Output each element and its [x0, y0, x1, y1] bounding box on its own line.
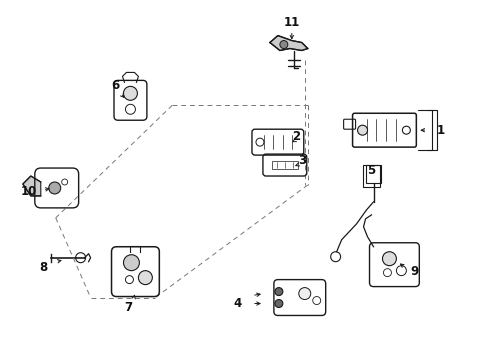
Text: 9: 9: [410, 265, 418, 278]
Text: 8: 8: [40, 261, 48, 274]
Text: 7: 7: [124, 301, 132, 314]
Circle shape: [49, 182, 61, 194]
Circle shape: [123, 86, 137, 100]
Circle shape: [275, 288, 283, 296]
Text: 2: 2: [292, 130, 300, 143]
Bar: [272, 161, 298, 169]
Text: 3: 3: [298, 154, 306, 167]
Text: 4: 4: [234, 297, 242, 310]
Text: 1: 1: [437, 124, 445, 137]
Circle shape: [299, 288, 311, 300]
Circle shape: [275, 300, 283, 307]
Polygon shape: [23, 176, 41, 196]
Text: 10: 10: [21, 185, 37, 198]
Text: 6: 6: [111, 79, 120, 92]
Polygon shape: [270, 36, 308, 50]
Circle shape: [138, 271, 152, 285]
Circle shape: [383, 252, 396, 266]
Circle shape: [280, 41, 288, 49]
Bar: [366, 165, 382, 183]
Circle shape: [123, 255, 140, 271]
Bar: [363, 165, 380, 187]
Circle shape: [358, 125, 368, 135]
Text: 11: 11: [284, 16, 300, 29]
Text: 5: 5: [368, 163, 376, 176]
